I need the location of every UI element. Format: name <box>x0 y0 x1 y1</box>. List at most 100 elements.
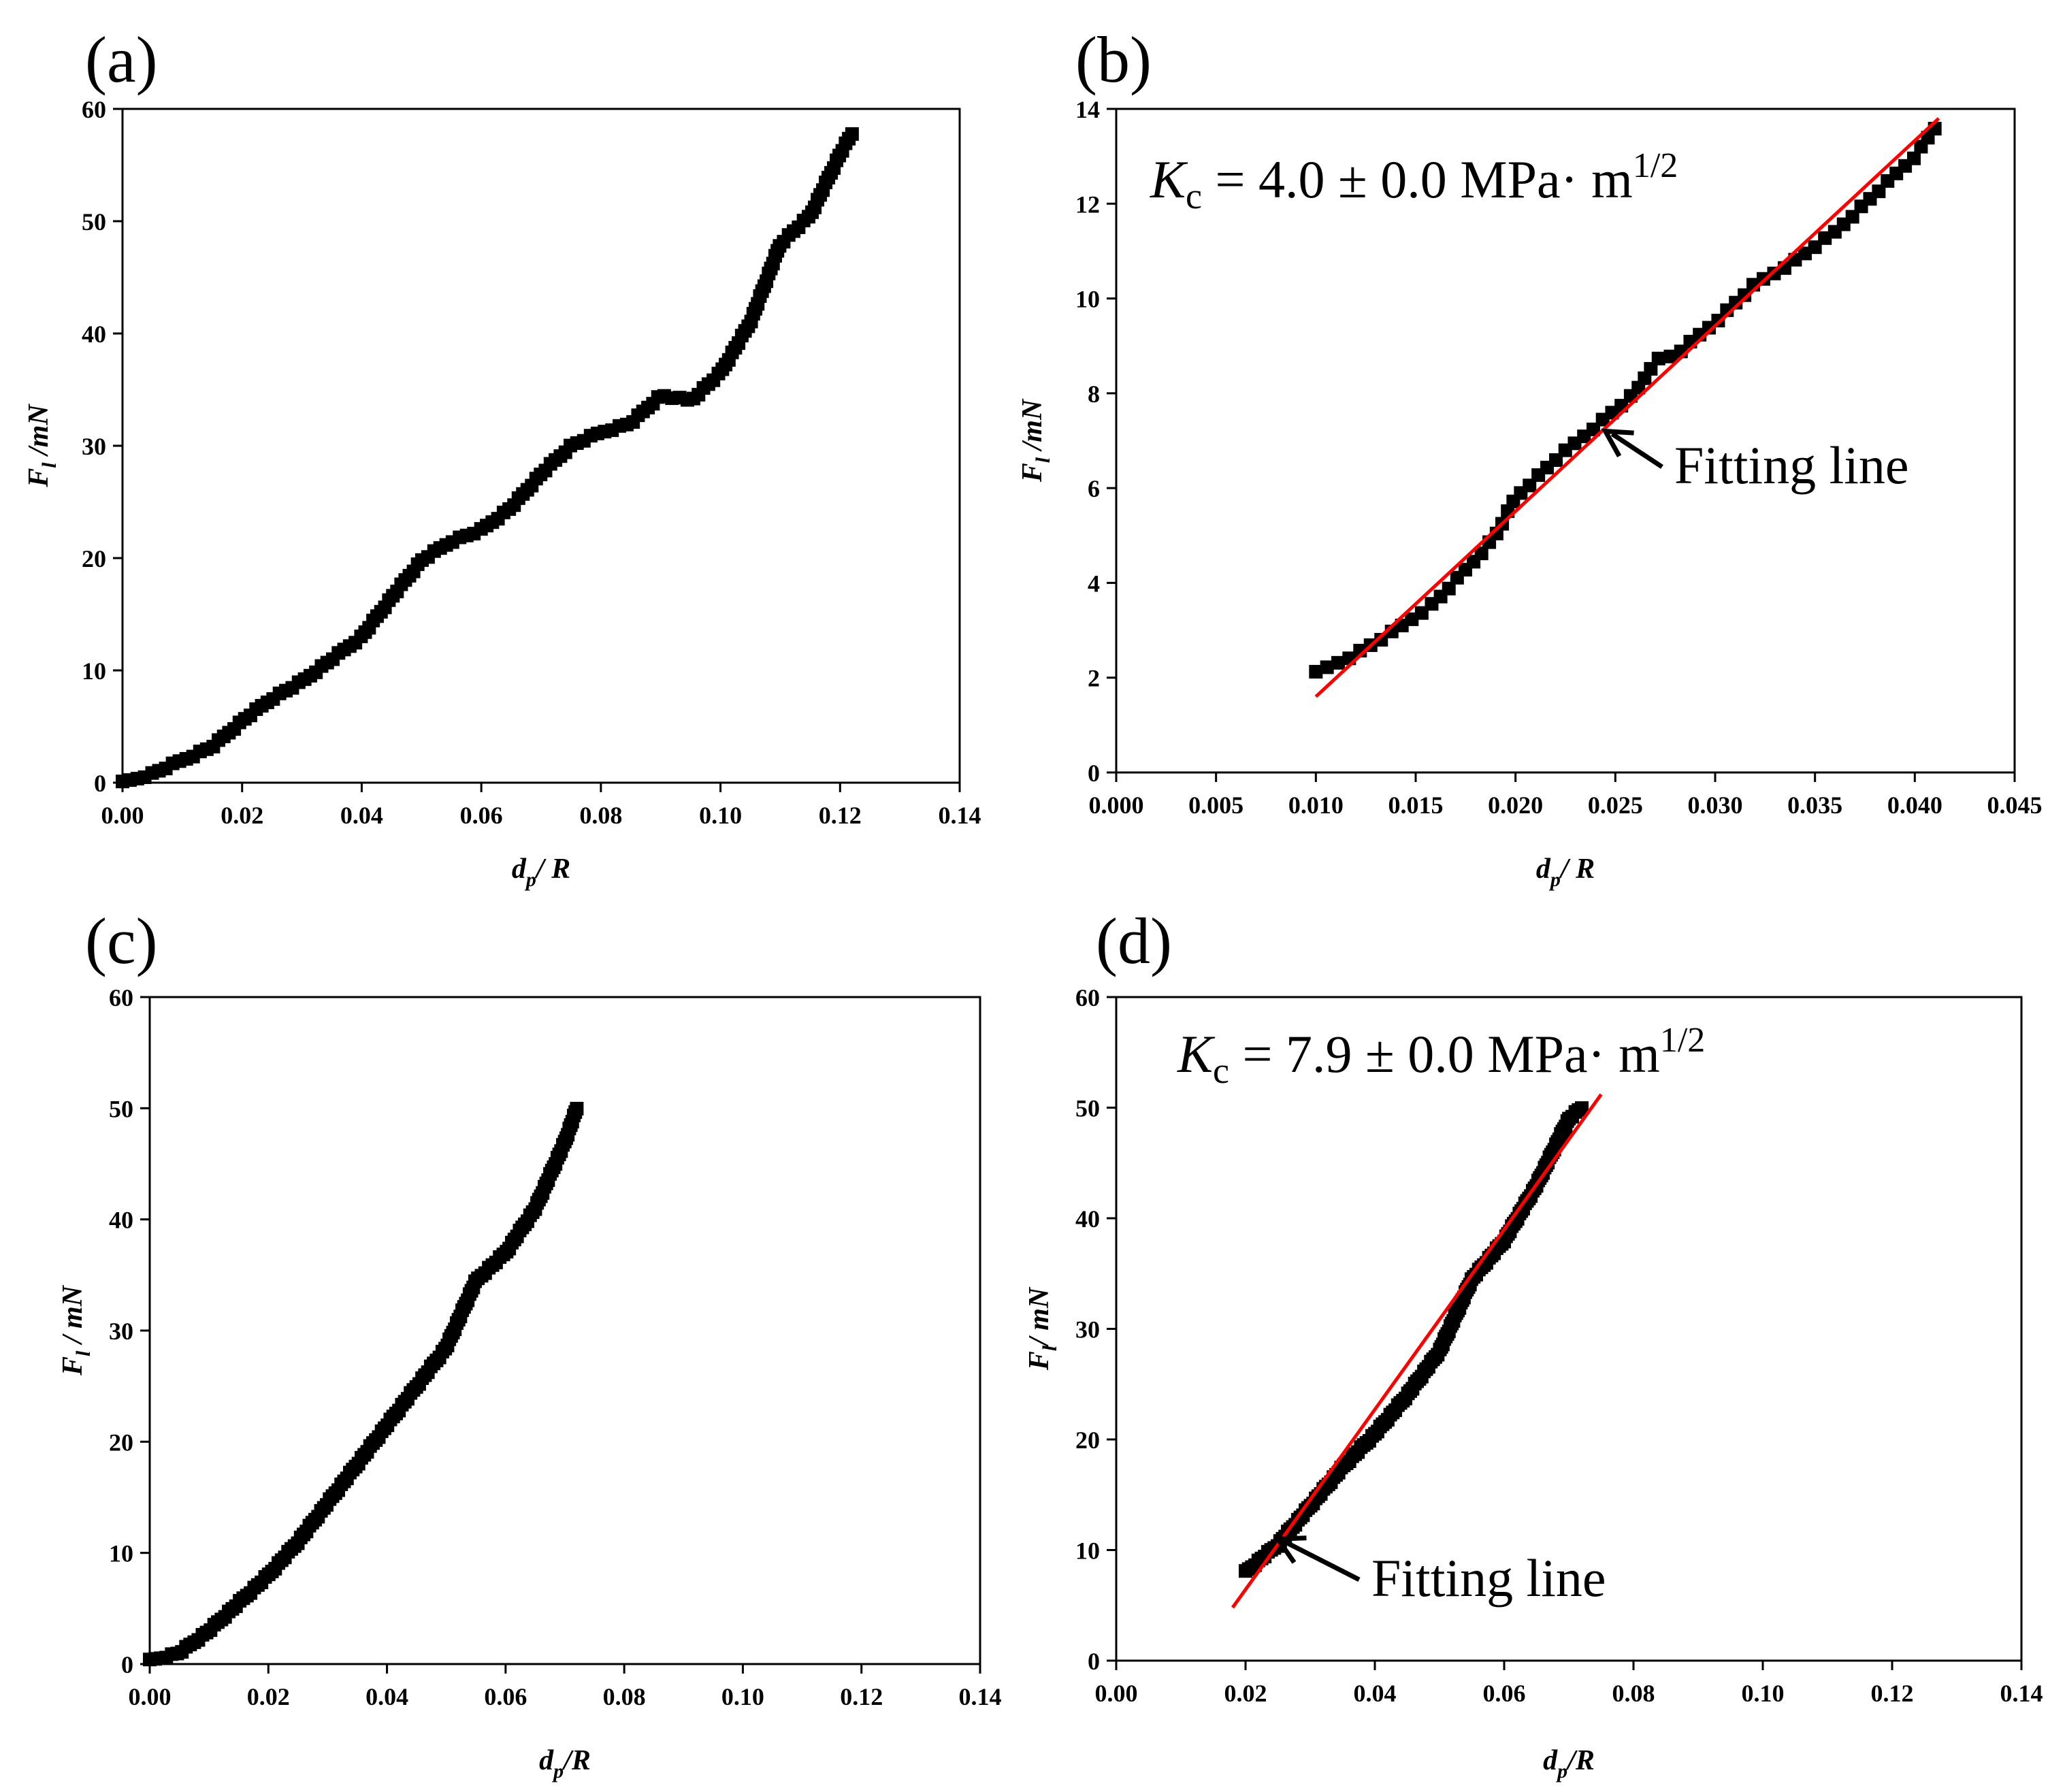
kc-annotation: Kc = 7.9 ± 0.0 MPa· m1/2 <box>1177 1021 1705 1091</box>
x-axis-label-main: d <box>1543 1745 1558 1776</box>
y-axis-label-rest: / mN <box>57 1284 88 1350</box>
x-tick-label: 0.12 <box>1871 1680 1914 1707</box>
panel-label: (d) <box>1096 905 1172 977</box>
kc-value: = 4.0 ± 0.0 MPa· m <box>1202 150 1633 209</box>
y-axis-label-main: F <box>1017 463 1048 483</box>
y-tick-label: 30 <box>109 1318 133 1345</box>
data-point <box>1442 581 1456 596</box>
x-tick-label: 0.04 <box>340 802 383 829</box>
y-tick-label: 60 <box>1075 984 1100 1011</box>
fit-arrow-head <box>1601 428 1634 457</box>
fit-arrow-head <box>1273 1535 1307 1564</box>
kc-subscript: c <box>1213 1050 1229 1091</box>
y-axis-label: Fl/ mN <box>1024 1286 1061 1371</box>
panel-d: (d) 0.00 0.02 0.04 0.06 0.08 0.10 0.12 0.14 0 10 20… <box>1024 905 2043 1782</box>
y-axis-label-rest: /mN <box>1017 398 1048 457</box>
x-tick-label: 0.04 <box>1354 1680 1397 1707</box>
x-tick-label: 0.005 <box>1188 792 1243 819</box>
kc-superscript: 1/2 <box>1633 146 1678 185</box>
kc-symbol: K <box>1150 150 1188 209</box>
y-tick-label: 20 <box>1075 1427 1100 1454</box>
x-tick-label: 0.02 <box>247 1683 290 1710</box>
x-axis-label-main: d <box>512 853 527 885</box>
x-tick-label: 0.015 <box>1388 792 1444 819</box>
kc-value: = 7.9 ± 0.0 MPa· m <box>1229 1024 1660 1084</box>
y-axis-label-sub: l <box>1039 1345 1061 1351</box>
y-axis-label-rest: /mN <box>23 404 54 463</box>
data-point <box>1907 151 1921 165</box>
x-tick-label: 0.10 <box>1742 1680 1785 1707</box>
y-tick-label: 0 <box>94 770 106 797</box>
x-axis-label-main: d <box>1536 853 1551 885</box>
y-axis-label: Fl / mN <box>57 1284 95 1376</box>
fit-line-label: Fitting line <box>1371 1548 1606 1608</box>
data-point <box>845 127 859 141</box>
y-axis-label-sub: l <box>1032 457 1054 463</box>
x-tick-label: 0.06 <box>484 1683 527 1710</box>
y-axis-label-main: F <box>57 1356 88 1376</box>
fit-arrow-shaft <box>1283 1540 1361 1582</box>
y-tick-label: 30 <box>82 433 106 460</box>
y-tick-label: 30 <box>1075 1316 1100 1343</box>
panel-label: (a) <box>85 23 158 96</box>
data-point <box>1320 660 1334 674</box>
x-tick-label: 0.040 <box>1887 792 1942 819</box>
y-tick-label: 50 <box>1075 1095 1100 1122</box>
x-tick-label: 0.00 <box>101 802 144 829</box>
fit-line <box>1231 1093 1603 1609</box>
x-axis-label-sub: p <box>1548 868 1561 891</box>
x-tick-label: 0.08 <box>603 1683 646 1710</box>
kc-superscript: 1/2 <box>1660 1021 1705 1060</box>
data-point <box>1575 1101 1589 1115</box>
x-tick-label: 0.020 <box>1488 792 1543 819</box>
data-point <box>1644 361 1658 376</box>
data-point <box>1872 184 1886 199</box>
x-axis-label: dp/R <box>1543 1745 1595 1782</box>
x-tick-label: 0.08 <box>1612 1680 1655 1707</box>
x-axis-label-sub: p <box>551 1760 564 1782</box>
fit-line-label: Fitting line <box>1674 436 1909 495</box>
y-tick-label: 14 <box>1075 96 1100 123</box>
y-tick-label: 10 <box>1075 1537 1100 1565</box>
data-point <box>1651 351 1665 365</box>
x-tick-label: 0.000 <box>1089 792 1144 819</box>
x-axis-label-rest: /R <box>562 1745 591 1776</box>
data-series <box>143 1101 584 1667</box>
x-tick-label: 0.00 <box>129 1683 172 1710</box>
data-point <box>1331 655 1345 670</box>
data-point <box>1523 478 1537 493</box>
y-tick-label: 8 <box>1088 380 1100 408</box>
data-series <box>1309 122 1942 679</box>
x-axis-label-sub: p <box>1555 1760 1567 1782</box>
x-axis-label-main: d <box>539 1745 554 1776</box>
y-axis-label-sub: l <box>38 462 61 468</box>
x-tick-label: 0.14 <box>2000 1680 2043 1707</box>
y-axis-label-main: F <box>23 468 54 488</box>
data-point <box>1374 632 1388 647</box>
y-tick-label: 0 <box>1088 1648 1100 1675</box>
panel-c: (c) 0.00 0.02 0.04 0.06 0.08 0.10 0.12 0.14 0 10 20… <box>57 905 1002 1782</box>
x-tick-label: 0.04 <box>365 1683 408 1710</box>
y-tick-label: 0 <box>121 1651 133 1678</box>
y-tick-label: 60 <box>82 96 106 123</box>
y-tick-label: 4 <box>1088 570 1100 597</box>
x-tick-label: 0.10 <box>699 802 742 829</box>
x-tick-label: 0.06 <box>1483 1680 1526 1707</box>
data-point <box>1309 664 1323 679</box>
y-tick-label: 60 <box>109 984 133 1011</box>
y-axis-label-sub: l <box>72 1350 95 1356</box>
y-tick-label: 40 <box>82 321 106 348</box>
x-tick-label: 0.06 <box>460 802 503 829</box>
y-tick-label: 0 <box>1088 760 1100 787</box>
data-series <box>1239 1101 1589 1578</box>
y-tick-label: 50 <box>109 1095 133 1122</box>
y-axis-label-main: F <box>1024 1351 1055 1371</box>
x-tick-label: 0.035 <box>1787 792 1842 819</box>
y-tick-label: 20 <box>82 545 106 572</box>
x-tick-label: 0.025 <box>1588 792 1643 819</box>
x-tick-label: 0.08 <box>579 802 622 829</box>
data-point <box>1845 210 1859 224</box>
x-tick-label: 0.10 <box>721 1683 764 1710</box>
y-tick-label: 10 <box>1075 286 1100 313</box>
